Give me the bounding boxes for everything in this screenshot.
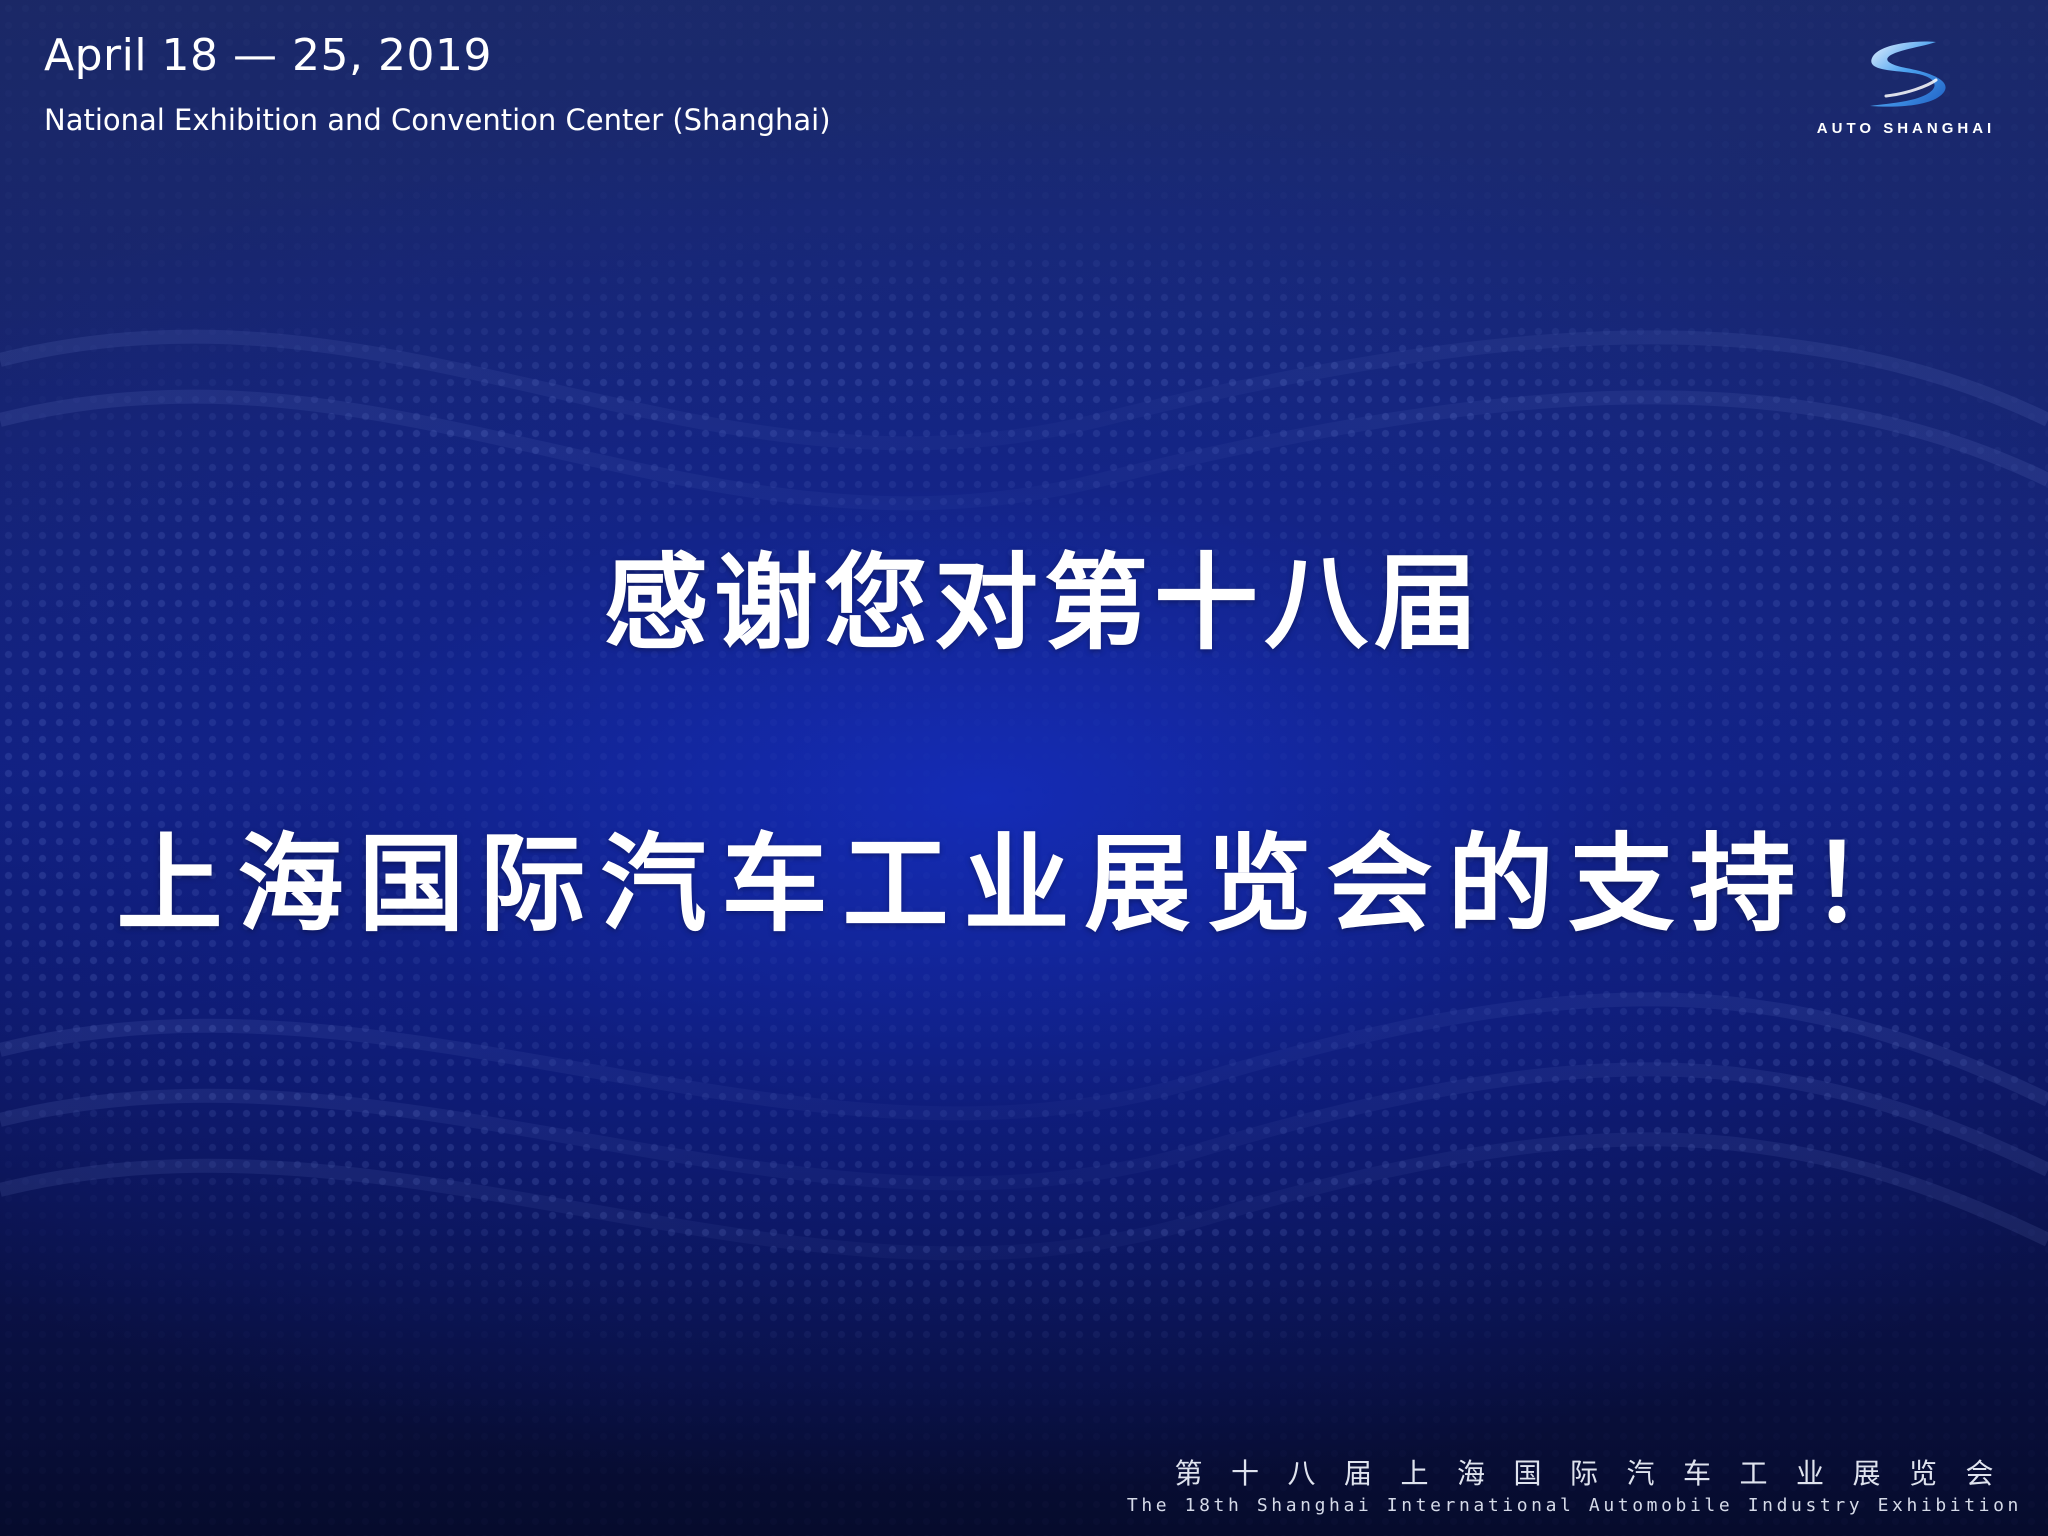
event-venue: National Exhibition and Convention Cente… <box>44 103 831 137</box>
thank-you-headline-line1: 感谢您对第十八届 <box>603 542 1484 664</box>
auto-shanghai-logo: AUTO SHANGHAI <box>1806 36 2006 137</box>
logo-text: AUTO SHANGHAI <box>1816 120 1996 137</box>
event-date: April 18 — 25, 2019 <box>44 30 492 81</box>
footer-title-english: The 18th Shanghai International Automobi… <box>1126 1495 2022 1516</box>
thank-you-headline-line2: 上海国际汽车工业展览会的支持！ <box>116 823 1932 946</box>
stylized-s-logo-icon <box>1870 41 1946 107</box>
footer-title-chinese: 第十八届上海国际汽车工业展览会 <box>1174 1457 2022 1490</box>
